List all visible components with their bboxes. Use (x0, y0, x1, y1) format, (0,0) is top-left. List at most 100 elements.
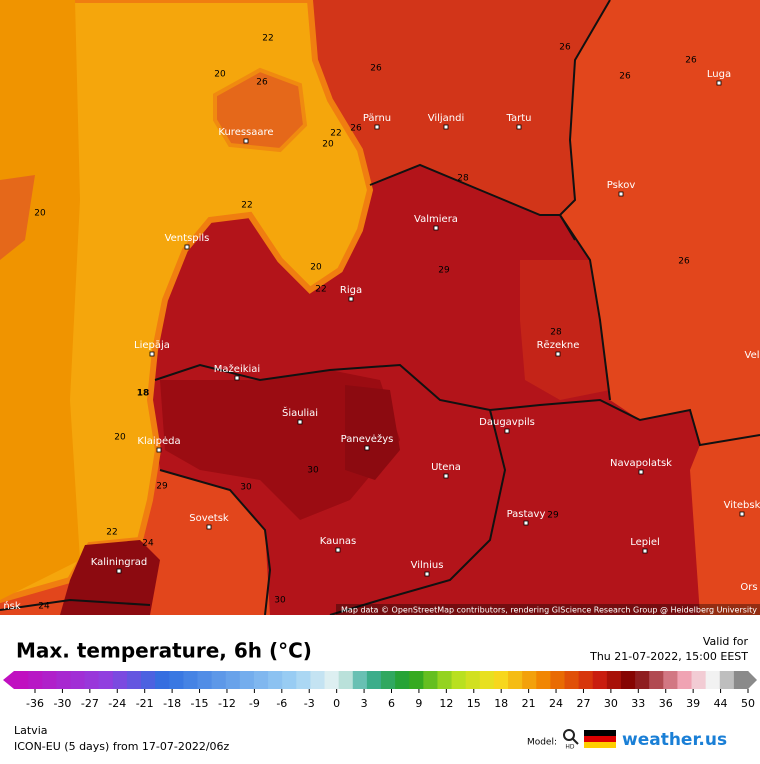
contour-label: 20 (34, 209, 46, 219)
city-label: Vel (745, 350, 760, 361)
city-label: Kuressaare (218, 127, 273, 138)
brand[interactable]: weather.us (622, 730, 727, 750)
city-label: Kaunas (320, 536, 357, 547)
kaliningrad-land (60, 540, 160, 615)
city-dot (348, 296, 354, 302)
border (489, 398, 760, 447)
colorbar-tick-label: 3 (361, 697, 368, 710)
colorbar-tick-label: 0 (333, 697, 340, 710)
city-dot (206, 524, 212, 530)
colorbar-swatch (409, 671, 424, 689)
city-dot (516, 124, 522, 130)
colorbar-tick-label: -21 (136, 697, 154, 710)
border (159, 469, 272, 616)
colorbar-swatch (451, 671, 467, 689)
city-dot (443, 124, 449, 130)
colorbar-swatch (705, 671, 721, 689)
colorbar-swatch (663, 671, 678, 689)
colorbar-swatch (338, 671, 354, 689)
city-label: Pastavy (507, 509, 546, 520)
city-label: Šiauliai (282, 406, 318, 419)
colorbar-swatch (719, 671, 735, 689)
colorbar-swatch (98, 671, 114, 689)
island (213, 67, 308, 153)
colorbar-swatch (352, 671, 368, 689)
city-label: Viljandi (428, 113, 465, 124)
island (0, 175, 35, 260)
city-label: Daugavpils (479, 417, 535, 428)
borders (0, 0, 760, 616)
city-label: Ventspils (165, 233, 210, 244)
colorbar-swatch (606, 671, 622, 689)
contour-label: 24 (38, 602, 50, 612)
contour-label: 20 (310, 263, 322, 273)
model-label: Model: (527, 738, 557, 748)
contour-label: 26 (685, 56, 697, 66)
contour-label: 28 (550, 328, 562, 338)
colorbar-tick-label: -9 (249, 697, 260, 710)
contour-label: 24 (142, 539, 154, 549)
colorbar-swatch (183, 671, 198, 689)
colorbar-tick-label: 18 (494, 697, 508, 710)
colorbar-swatch (282, 671, 297, 689)
colorbar-tick-label: -12 (218, 697, 236, 710)
colorbar-swatch (28, 671, 43, 689)
colorbar-swatch (508, 671, 523, 689)
colorbar-swatch (677, 671, 693, 689)
colorbar-swatch (169, 671, 184, 689)
border (558, 0, 611, 401)
city-label: Panevėžys (341, 433, 394, 445)
flag (584, 730, 616, 736)
colorbar-swatch (70, 671, 86, 689)
hot-zone (160, 370, 400, 520)
city-dot (149, 351, 155, 357)
colorbar-tick-label: 39 (686, 697, 700, 710)
contour-label: 26 (370, 64, 382, 74)
colorbar-swatch (564, 671, 580, 689)
colorbar-tick-label: -6 (276, 697, 287, 710)
colorbar-tick-label: 21 (522, 697, 536, 710)
colorbar-swatch (592, 671, 608, 689)
contour-label: 28 (457, 174, 469, 184)
contour-label: 29 (547, 511, 559, 521)
model-icon (572, 738, 579, 745)
city-label: Sovetsk (189, 513, 229, 524)
contour-label: 22 (315, 285, 326, 295)
colorbar-swatch (296, 671, 311, 689)
valid-time: Thu 21-07-2022, 15:00 EEST (589, 650, 748, 663)
city-dot (739, 511, 745, 517)
colorbar-swatch (56, 671, 71, 689)
contour-label: 30 (274, 596, 286, 606)
colorbar-swatch (395, 671, 410, 689)
colorbar-swatch (310, 671, 326, 689)
city-dot (716, 80, 722, 86)
colorbar-swatch (42, 671, 57, 689)
contour-label: 22 (241, 201, 252, 211)
city-label: Vitebsk (724, 500, 760, 511)
colorbar-tick-label: 6 (388, 697, 395, 710)
colorbar-swatch (493, 671, 509, 689)
contour-label: 29 (156, 482, 168, 492)
city-dot (156, 447, 162, 453)
contour-label: 30 (307, 466, 319, 476)
hd-label: HD (565, 744, 575, 751)
model-run: ICON-EU (5 days) from 17-07-2022/06z (14, 740, 230, 753)
colorbar-tick-label: -18 (163, 697, 181, 710)
city-dot (364, 445, 370, 451)
colorbar-swatch (578, 671, 594, 689)
contour-label: 29 (438, 266, 450, 276)
city-label: Valmiera (414, 214, 458, 225)
city-dot (374, 124, 380, 130)
colorbar-swatch (112, 671, 128, 689)
contour-label: 22 (106, 528, 117, 538)
estonia-land (310, 0, 610, 215)
colorbar-swatch (84, 671, 100, 689)
border (329, 409, 507, 616)
region: Latvia (14, 724, 48, 737)
colorbar-swatch (465, 671, 481, 689)
colorbar-arrow (748, 671, 757, 689)
city-dot (234, 375, 240, 381)
colorbar-swatch (437, 671, 453, 689)
colorbar-tick-label: 9 (415, 697, 422, 710)
